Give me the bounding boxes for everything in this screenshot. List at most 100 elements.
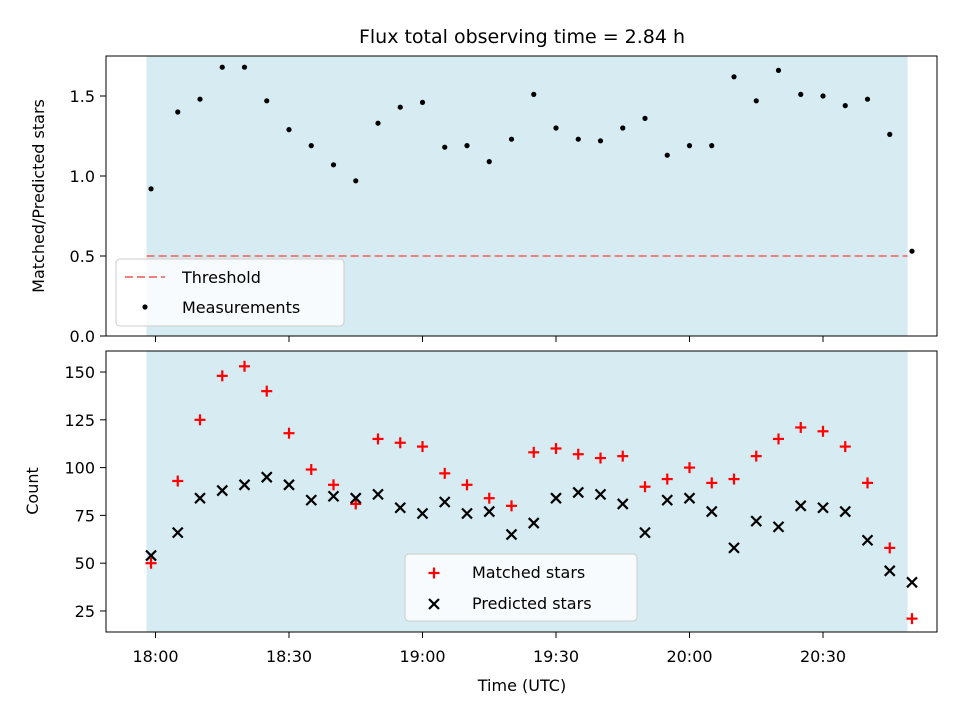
x-stroke-b xyxy=(349,492,362,504)
predicted-star-point xyxy=(349,492,362,504)
measurement-point xyxy=(353,178,359,184)
matched-star-point xyxy=(572,448,584,460)
frame-bottom xyxy=(105,350,938,633)
x-stroke-b xyxy=(483,505,496,518)
x-stroke-b xyxy=(550,492,562,504)
matched-star-point xyxy=(394,437,406,449)
x-stroke-b xyxy=(639,526,651,539)
legend-box-bottom xyxy=(404,553,638,622)
y-axis-ticks-top: 0.0 0.5 1.0 1.5 xyxy=(70,87,106,346)
measurement-point xyxy=(330,162,337,168)
measurement-point xyxy=(798,91,804,97)
predicted-star-point xyxy=(661,494,674,506)
predicted-star-point xyxy=(728,542,740,554)
x-tick-label: 20:30 xyxy=(800,647,846,666)
matched-star-point xyxy=(595,452,606,464)
x-stroke-b xyxy=(394,501,407,514)
x-tick-label: 19:30 xyxy=(533,647,579,666)
y-tick-label: 0.0 xyxy=(70,327,95,346)
predicted-star-point xyxy=(327,490,340,503)
x-tick-label: 19:00 xyxy=(399,647,445,666)
x-stroke-b xyxy=(260,471,273,483)
predicted-star-point xyxy=(594,488,607,501)
matched-star-point xyxy=(795,421,807,433)
x-stroke-b xyxy=(283,479,295,491)
measurement-point xyxy=(620,125,626,131)
predicted-star-point xyxy=(372,488,384,501)
x-tick-label: 18:00 xyxy=(132,647,178,666)
matched-star-point xyxy=(884,542,896,554)
x-stroke-b xyxy=(705,505,718,518)
x-stroke-b xyxy=(194,492,206,504)
x-axis-ticks-top xyxy=(155,336,824,342)
matched-star-point xyxy=(239,360,250,372)
matched-star-point xyxy=(172,475,184,487)
legend-predicted-label: Predicted stars xyxy=(472,594,592,613)
predicted-star-point xyxy=(461,507,473,520)
x-stroke-b xyxy=(327,490,340,503)
predicted-star-point xyxy=(616,498,629,510)
matched-star-point xyxy=(216,370,228,382)
y-tick-label: 150 xyxy=(64,363,95,382)
chart-title: Flux total observing time = 2.84 h xyxy=(359,26,685,48)
legend-top: Threshold Measurements xyxy=(115,258,345,327)
matched-star-point xyxy=(305,464,317,476)
matched-star-point xyxy=(461,479,473,491)
y-tick-label: 75 xyxy=(75,506,95,525)
x-stroke-b xyxy=(428,598,440,610)
x-stroke-b xyxy=(794,500,807,512)
legend-matched-swatch xyxy=(428,567,440,579)
y-tick-label: 125 xyxy=(64,411,95,430)
measurement-point xyxy=(442,144,448,150)
x-stroke-b xyxy=(438,496,451,508)
matched-star-point xyxy=(283,427,295,439)
predicted-star-point xyxy=(772,521,785,533)
predicted-star-point xyxy=(527,517,540,529)
y-axis-ticks-bottom: 25 50 75 100 125 150 xyxy=(64,363,106,621)
predicted-star-point xyxy=(683,492,696,504)
legend-x-marker xyxy=(428,598,440,610)
matched-star-point xyxy=(862,477,873,489)
predicted-star-point xyxy=(550,492,562,504)
panel-ratio: 0.0 0.5 1.0 1.5 Matched/Predicted stars Thr… xyxy=(29,55,938,346)
measurement-point xyxy=(375,120,381,126)
matched-star-point xyxy=(817,425,829,437)
matched-star-point xyxy=(506,500,517,512)
x-stroke-b xyxy=(527,517,540,529)
matched-star-point xyxy=(728,473,740,485)
y-tick-label: 100 xyxy=(64,459,95,478)
predicted-star-point xyxy=(260,471,273,483)
measurement-point xyxy=(419,99,426,105)
measurement-point xyxy=(486,159,492,165)
x-stroke-b xyxy=(372,488,384,501)
x-tick-label: 18:30 xyxy=(266,647,312,666)
legend-plus-marker xyxy=(428,567,440,579)
measurement-point xyxy=(864,96,871,102)
matched-star-point xyxy=(684,462,695,474)
legend-predicted-swatch xyxy=(428,598,440,610)
matched-star-point xyxy=(483,492,495,504)
x-stroke-b xyxy=(238,479,251,491)
matched-star-point xyxy=(550,442,562,454)
panel-count: 25 50 75 100 125 150 18:00 18:30 19:00 19:30 20:0… xyxy=(23,350,938,695)
predicted-star-point xyxy=(906,576,918,589)
matched-star-point xyxy=(617,450,629,462)
x-axis-label: Time (UTC) xyxy=(477,676,566,695)
predicted-star-point xyxy=(883,565,896,577)
y-tick-label: 1.5 xyxy=(70,87,95,106)
measurement-point xyxy=(219,64,225,70)
x-stroke-b xyxy=(416,507,429,520)
predicted-star-point xyxy=(283,479,295,491)
x-stroke-b xyxy=(883,565,896,577)
matched-star-point xyxy=(194,414,206,426)
count-points xyxy=(145,360,918,625)
measurement-point xyxy=(553,125,559,131)
predicted-star-point xyxy=(483,505,496,518)
matched-star-point xyxy=(773,433,784,445)
matched-star-point xyxy=(439,467,451,479)
x-stroke-b xyxy=(728,542,740,554)
predicted-star-point xyxy=(171,526,184,539)
predicted-star-point xyxy=(145,549,157,562)
predicted-star-point xyxy=(839,505,852,518)
x-stroke-b xyxy=(750,515,763,527)
